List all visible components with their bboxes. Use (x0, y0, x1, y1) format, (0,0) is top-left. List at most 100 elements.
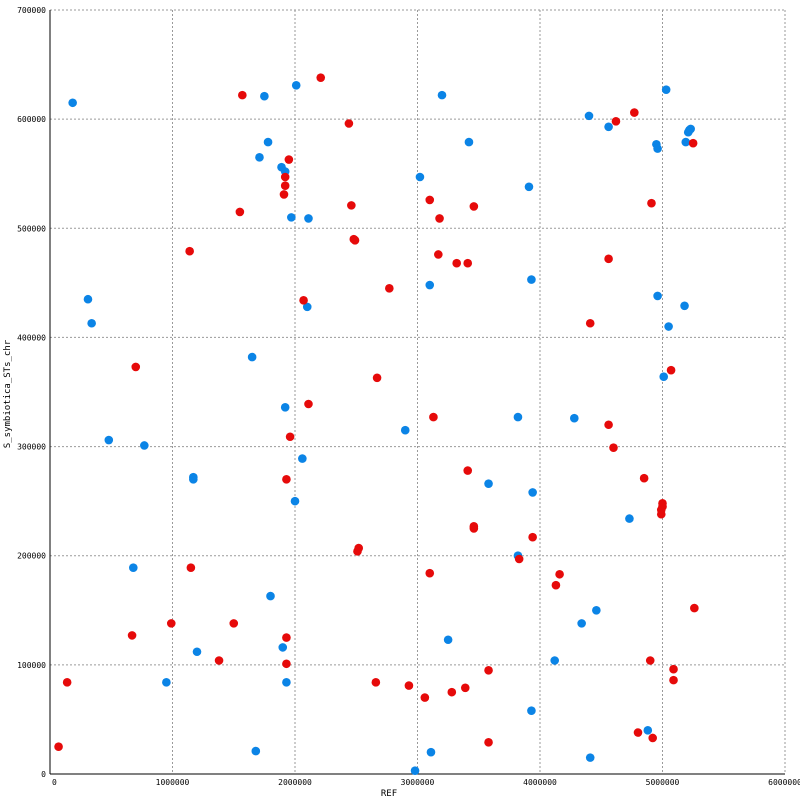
data-point (385, 284, 394, 293)
data-point (279, 190, 289, 199)
data-point (166, 619, 176, 628)
data-point (353, 547, 362, 556)
data-point (484, 666, 493, 675)
y-tick-label: 400000 (17, 333, 46, 342)
data-point (463, 466, 473, 475)
data-point (653, 144, 662, 153)
data-point (611, 117, 621, 126)
data-point (255, 153, 264, 162)
data-point (460, 683, 470, 693)
data-point (83, 294, 93, 304)
data-point (661, 85, 671, 94)
data-point (282, 633, 291, 642)
data-point (463, 258, 473, 268)
data-point (592, 605, 601, 615)
data-point (304, 214, 313, 223)
data-point (513, 412, 523, 422)
data-point (514, 554, 524, 564)
data-point (524, 182, 534, 192)
data-point (185, 246, 194, 256)
data-point (527, 275, 536, 284)
data-point (647, 198, 656, 208)
data-point (372, 373, 382, 383)
data-point (469, 521, 479, 531)
x-axis-ticks: 0 1000000 2000000 3000000 4000000 5000000 6000… (52, 778, 800, 787)
data-point (299, 296, 308, 305)
data-point (186, 563, 196, 573)
data-point (686, 124, 695, 134)
data-point (585, 318, 595, 328)
data-point (129, 563, 138, 573)
data-point (669, 664, 678, 674)
data-point (62, 678, 72, 687)
data-point (664, 322, 673, 331)
data-point (131, 362, 141, 372)
data-point (280, 402, 290, 412)
data-point (404, 681, 414, 690)
data-point (469, 202, 479, 211)
data-point (410, 766, 420, 776)
data-point (280, 181, 290, 191)
y-tick-label: 600000 (17, 115, 46, 124)
x-tick-label: 3000000 (401, 778, 435, 787)
data-point (298, 454, 307, 463)
data-point (550, 656, 559, 665)
data-point (54, 742, 63, 752)
data-point (287, 213, 296, 222)
data-point (214, 656, 224, 665)
data-point (653, 291, 662, 301)
data-point (609, 443, 618, 452)
data-point (87, 318, 96, 328)
data-point (260, 91, 269, 101)
y-axis-ticks: 0 100000 200000 300000 400000 500000 600000 700… (17, 6, 46, 779)
data-point (425, 195, 435, 205)
data-point (284, 155, 294, 164)
data-point (247, 352, 257, 362)
data-point (229, 619, 239, 628)
data-point (282, 475, 291, 484)
data-point (447, 687, 457, 697)
data-point (681, 137, 691, 147)
x-tick-label: 2000000 (278, 778, 312, 787)
data-point (251, 746, 261, 756)
data-point (528, 488, 537, 497)
x-tick-label: 1000000 (156, 778, 190, 787)
data-point (285, 432, 295, 442)
data-point (648, 733, 657, 743)
data-point (570, 413, 579, 423)
x-tick-label: 6000000 (768, 778, 800, 787)
y-tick-label: 100000 (17, 661, 46, 670)
data-point (290, 496, 300, 506)
data-point (302, 302, 312, 312)
data-point (639, 473, 649, 483)
data-point (304, 399, 313, 409)
data-point (443, 635, 453, 645)
data-point (282, 678, 291, 687)
x-tick-label: 5000000 (646, 778, 680, 787)
data-point (527, 706, 536, 715)
y-tick-label: 700000 (17, 6, 46, 15)
data-point (604, 420, 613, 430)
data-point (643, 726, 653, 735)
data-point (316, 73, 326, 82)
data-point (577, 619, 586, 628)
x-tick-label: 4000000 (523, 778, 557, 787)
data-point (585, 753, 595, 762)
data-point (669, 675, 678, 685)
data-point (434, 250, 443, 259)
data-point (452, 258, 462, 268)
y-tick-label: 200000 (17, 552, 46, 561)
y-tick-label: 300000 (17, 443, 46, 452)
data-point (189, 475, 198, 484)
data-point (104, 435, 114, 445)
data-point (484, 738, 493, 747)
grid-lines (50, 9, 786, 774)
data-point (429, 412, 438, 422)
data-point (425, 568, 435, 578)
data-point (555, 569, 564, 579)
data-point (666, 365, 676, 375)
data-point (162, 678, 171, 687)
data-point (425, 280, 435, 290)
data-point (551, 580, 561, 590)
data-point (420, 693, 430, 702)
